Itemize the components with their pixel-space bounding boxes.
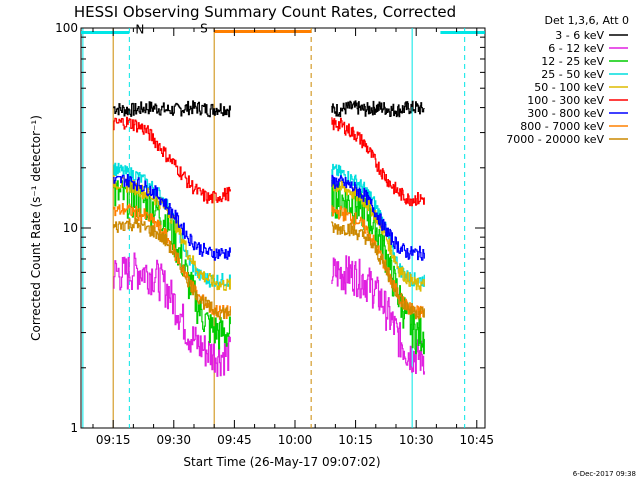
x-tick-label: 09:30 (156, 433, 191, 447)
series-trace (331, 100, 425, 118)
series-trace (331, 255, 425, 375)
vertical-markers (82, 28, 466, 428)
x-axis-label: Start Time (26-May-17 09:07:02) (183, 455, 380, 469)
y-tick-label: 100 (55, 21, 78, 35)
legend-entry-label: 6 - 12 keV (548, 42, 604, 55)
timestamp: 6-Dec-2017 09:38 (573, 470, 636, 478)
legend-entry-label: 800 - 7000 keV (520, 120, 604, 133)
x-tick-label: 10:15 (338, 433, 373, 447)
y-tick-label: 1 (70, 421, 78, 435)
flag-label: S (200, 22, 208, 36)
series-trace (113, 174, 231, 261)
x-tick-label: 09:15 (96, 433, 131, 447)
x-tick-label: 10:45 (459, 433, 494, 447)
series-trace (331, 117, 425, 207)
x-tick-label: 10:30 (399, 433, 434, 447)
x-tick-label: 10:00 (278, 433, 313, 447)
series-group (113, 100, 425, 377)
legend-entry-label: 50 - 100 keV (534, 81, 604, 94)
x-tick-label: 09:45 (217, 433, 252, 447)
y-tick-label: 10 (63, 221, 78, 235)
plot-frame (80, 27, 486, 429)
y-axis-label: Corrected Count Rate (s⁻¹ detector⁻¹) (29, 115, 43, 341)
legend-entry-label: 25 - 50 keV (541, 68, 604, 81)
legend-title: Det 1,3,6, Att 0 (545, 14, 629, 27)
legend-entry-label: 12 - 25 keV (541, 55, 604, 68)
legend-entry-label: 7000 - 20000 keV (506, 133, 604, 146)
chart-title: HESSI Observing Summary Count Rates, Cor… (74, 3, 456, 21)
legend-entry-label: 3 - 6 keV (555, 29, 604, 42)
series-trace (113, 252, 231, 377)
flag-label: N (135, 22, 144, 36)
axes: 09:15 09:30 09:45 10:00 10:15 10:30 10:45 1 10 10… (55, 21, 494, 447)
series-trace (331, 174, 425, 261)
series-trace (113, 100, 231, 118)
series-trace (113, 116, 231, 204)
series-trace (113, 179, 231, 350)
series-trace (113, 218, 231, 320)
legend-entry-label: 100 - 300 keV (527, 94, 604, 107)
legend-entry-label: 300 - 800 keV (527, 107, 604, 120)
series-trace (331, 221, 425, 320)
